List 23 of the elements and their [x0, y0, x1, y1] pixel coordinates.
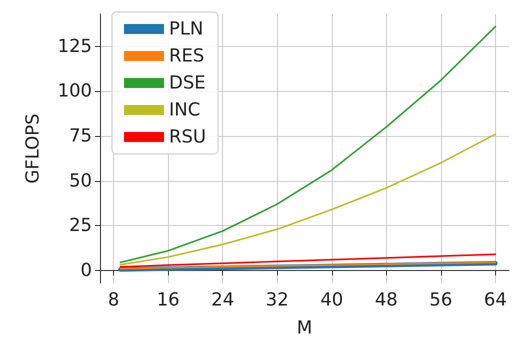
legend-label: RSU: [169, 126, 206, 148]
line-series: [120, 262, 496, 270]
legend-label: DSE: [169, 72, 206, 94]
y-tick-label: 0: [80, 260, 92, 281]
x-tick-label: 40: [320, 290, 344, 310]
x-tick-label: 32: [266, 290, 289, 310]
y-tick-label: 75: [69, 125, 92, 146]
x-tick-label: 48: [374, 290, 398, 310]
y-tick-label: 100: [58, 80, 92, 102]
y-axis-title: GFLOPS: [22, 113, 44, 184]
legend-label: RES: [169, 46, 204, 66]
y-tick-label: 50: [69, 170, 92, 192]
line-series: [120, 254, 496, 268]
x-tick-label: 24: [211, 290, 234, 310]
x-axis-title: M: [296, 318, 312, 338]
legend-label: INC: [169, 100, 200, 120]
x-tick-label: 64: [484, 290, 507, 310]
y-tick-label: 25: [69, 215, 92, 236]
y-tick-label: 125: [58, 36, 92, 57]
x-tick-label: 56: [429, 290, 452, 310]
x-tick-label: 16: [156, 290, 180, 310]
x-tick-label: 8: [108, 290, 120, 310]
legend-label: PLN: [169, 18, 204, 40]
